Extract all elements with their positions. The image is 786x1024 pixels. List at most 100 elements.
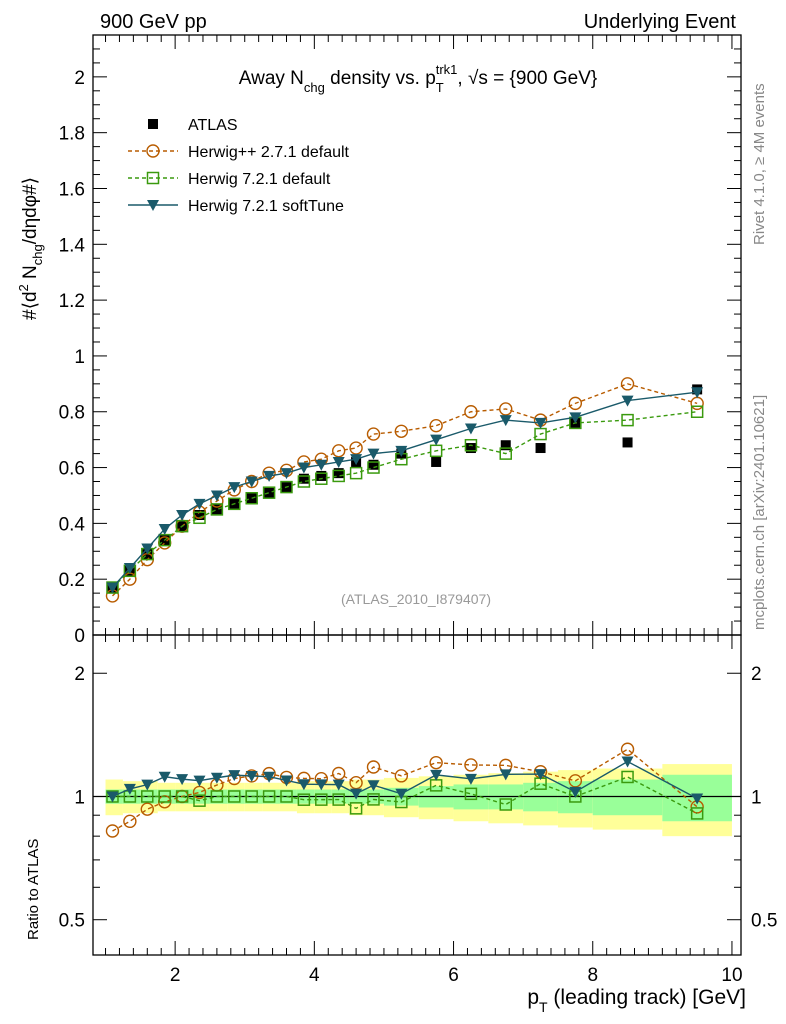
ratio-y-label: Ratio to ATLAS — [25, 839, 42, 940]
mcplots-label: mcplots.cern.ch [arXiv:2401.10621] — [751, 395, 768, 630]
atlas-point — [622, 437, 633, 448]
herwig7-default-point — [193, 511, 206, 525]
herwigpp-point — [331, 444, 346, 458]
herwigpp-point — [499, 402, 513, 416]
herwig7-softtune-point — [332, 456, 345, 468]
herwig7-softtune-point — [176, 774, 189, 786]
x-tick-label: 6 — [448, 965, 459, 986]
herwig7-softtune-point — [106, 791, 119, 803]
atlas-point — [368, 459, 379, 470]
atlas-point — [298, 473, 309, 484]
herwigpp-point — [394, 769, 409, 783]
rivet-label: Rivet 4.1.0, ≥ 4M events — [751, 83, 768, 245]
atlas-point — [333, 468, 344, 479]
herwig7-default-point — [690, 405, 704, 418]
y-tick-label: 2 — [74, 68, 85, 89]
herwig7-default-point — [280, 790, 293, 803]
y-tick-label: 0.8 — [59, 403, 85, 424]
herwig7-softtune-point — [691, 387, 704, 399]
herwig7-default-point — [245, 790, 258, 803]
herwig7-softtune-point — [158, 523, 171, 535]
herwig7-softtune-point — [245, 770, 258, 782]
y-axis-label: #⟨d2 Nchg/dηdφ#⟩ — [16, 177, 45, 320]
atlas-point — [148, 119, 158, 129]
x-tick-label: 8 — [587, 965, 598, 986]
herwig7-softtune-point — [297, 462, 310, 474]
herwig7-softtune-point — [123, 563, 136, 575]
y-tick-label: 0 — [74, 626, 85, 647]
y-tick-label: 0.2 — [59, 570, 85, 591]
atlas-point — [500, 440, 511, 451]
herwig7-softtune-point — [263, 771, 276, 783]
herwig7-softtune-point — [350, 454, 363, 466]
herwig7-softtune-point — [280, 468, 293, 480]
herwigpp-point — [620, 742, 635, 756]
herwig7-softtune-point — [106, 582, 119, 594]
ratio-y-tick-label-right: 1 — [751, 787, 762, 808]
herwigpp-point — [394, 424, 409, 438]
herwig7-softtune-point — [621, 756, 634, 768]
herwig7-softtune-point — [210, 490, 223, 502]
ratio-y-tick-label-right: 2 — [751, 664, 762, 685]
herwig7-default-point — [141, 790, 154, 803]
herwig7-softtune-point — [141, 779, 154, 791]
ratio-band-inner — [592, 779, 663, 816]
herwig7-default-point — [210, 503, 224, 516]
herwigpp-point — [349, 441, 363, 455]
herwig7-softtune-point — [332, 779, 345, 791]
herwig7-softtune-point — [158, 771, 171, 783]
herwig7-default-point — [464, 787, 478, 801]
herwig7-softtune-point — [534, 417, 547, 429]
ratio-series-line — [112, 776, 698, 815]
herwigpp-point — [105, 824, 120, 838]
ratio-series-line — [112, 748, 698, 832]
herwig7-softtune-point — [315, 459, 328, 471]
series-line — [111, 391, 698, 589]
legend-label: ATLAS — [188, 117, 238, 134]
herwig7-default-point — [158, 790, 171, 803]
herwig7-softtune-point — [176, 510, 189, 521]
herwig7-softtune-point — [569, 412, 582, 424]
herwigpp-point — [429, 755, 443, 770]
herwig7-softtune-point — [297, 779, 310, 791]
herwig7-default-point — [315, 472, 328, 485]
x-tick-label: 10 — [721, 965, 742, 986]
herwig7-default-point — [245, 492, 258, 505]
herwig7-default-point — [175, 790, 189, 803]
atlas-point — [316, 470, 327, 481]
herwig7-default-point — [367, 793, 380, 806]
herwig7-default-point — [367, 461, 380, 474]
x-tick-label: 2 — [170, 965, 181, 986]
ratio-frame — [92, 634, 742, 956]
y-tick-label: 1.2 — [59, 291, 85, 312]
herwigpp-point — [464, 405, 478, 419]
ratio-y-tick-label: 0.5 — [59, 911, 85, 932]
herwig7-softtune-point — [499, 415, 512, 427]
herwigpp-point — [140, 802, 154, 816]
atlas-point — [431, 456, 442, 467]
herwigpp-point — [464, 758, 478, 772]
herwig7-softtune-point — [395, 788, 408, 800]
herwig7-softtune-point — [263, 470, 276, 482]
herwig7-softtune-point — [464, 423, 477, 435]
herwig7-softtune-point — [147, 200, 159, 211]
herwig7-default-point — [464, 438, 478, 452]
herwig7-softtune-point — [315, 779, 328, 791]
herwig7-softtune-point — [691, 793, 704, 805]
herwig7-default-point — [332, 469, 345, 483]
herwig7-default-point — [315, 793, 328, 806]
ratio-y-tick-label: 2 — [74, 664, 85, 685]
herwig7-default-point — [332, 793, 345, 806]
herwig7-default-point — [349, 466, 363, 480]
y-tick-label: 1 — [74, 347, 85, 368]
herwig7-softtune-point — [141, 543, 154, 555]
herwig7-softtune-point — [245, 476, 258, 488]
y-tick-label: 1.6 — [59, 179, 85, 200]
x-tick-label: 4 — [309, 965, 320, 986]
herwig7-softtune-point — [464, 773, 477, 785]
x-axis-label: pT (leading track) [GeV] — [527, 986, 746, 1015]
herwig7-default-point — [262, 790, 276, 803]
atlas-point — [535, 443, 546, 454]
header-right: Underlying Event — [584, 11, 737, 33]
legend-label: Herwig++ 2.7.1 default — [188, 144, 350, 161]
